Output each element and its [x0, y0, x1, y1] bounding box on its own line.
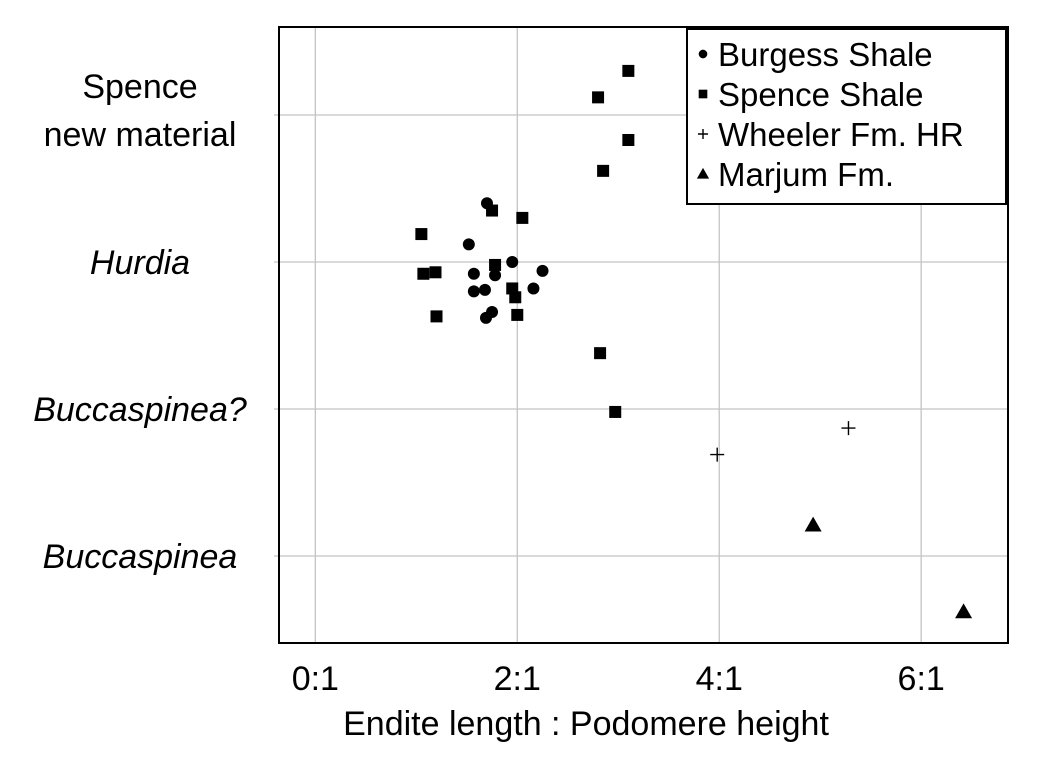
data-point	[955, 603, 973, 619]
data-point	[622, 64, 635, 77]
data-point	[511, 308, 524, 321]
data-point	[516, 211, 529, 224]
legend-box	[686, 28, 1007, 205]
data-point	[509, 291, 522, 304]
legend-marker	[696, 167, 710, 179]
legend-label: Spence Shale	[718, 76, 924, 113]
legend-item: Spence Shale	[698, 76, 924, 113]
legend-marker	[697, 128, 709, 140]
data-point	[417, 267, 430, 280]
data-point	[622, 133, 635, 146]
data-point	[489, 269, 502, 282]
data-point	[710, 447, 725, 462]
legend-item: Wheeler Fm. HR	[697, 116, 964, 153]
series-marjum-fm	[804, 516, 973, 619]
legend-marker	[698, 49, 708, 59]
legend-label: Marjum Fm.	[718, 156, 894, 193]
data-point	[536, 264, 549, 277]
x-axis-title: Endite length : Podomere height	[343, 705, 829, 743]
data-point	[462, 238, 475, 251]
legend-marker	[698, 89, 708, 99]
x-tick-label: 6:1	[898, 660, 945, 698]
data-point	[486, 204, 499, 217]
legend-item: Burgess Shale	[698, 36, 933, 73]
data-point	[489, 258, 502, 271]
data-point	[597, 164, 610, 177]
data-point	[467, 285, 480, 298]
x-tick-label: 0:1	[292, 660, 339, 698]
y-category-label: Buccaspinea?	[33, 391, 247, 429]
data-point	[430, 310, 443, 323]
x-tick-labels: 0:1 2:1 4:1 6:1	[292, 660, 945, 698]
data-point	[478, 283, 491, 296]
data-point	[429, 266, 442, 279]
data-point	[527, 282, 540, 295]
legend-item: Marjum Fm.	[696, 156, 894, 193]
data-point	[594, 347, 607, 360]
data-point	[506, 282, 519, 295]
data-point	[479, 311, 492, 324]
data-point	[592, 91, 605, 104]
legend-label: Burgess Shale	[718, 36, 933, 73]
legend-label: Wheeler Fm. HR	[718, 116, 964, 153]
series-wheeler-fm-hr	[710, 421, 856, 462]
data-point	[467, 267, 480, 280]
series-spence-shale	[415, 64, 635, 418]
data-point	[609, 405, 622, 418]
x-tick-label: 2:1	[494, 660, 541, 698]
y-category-label: Spence new material	[44, 68, 237, 154]
y-category-label: Buccaspinea	[43, 538, 238, 576]
data-point	[841, 421, 856, 436]
data-point	[506, 256, 519, 268]
y-category-label: Hurdia	[90, 244, 190, 282]
data-point	[415, 228, 428, 241]
data-point	[804, 516, 822, 532]
series-burgess-shale	[462, 197, 549, 324]
data-points	[415, 64, 973, 619]
x-tick-label: 4:1	[696, 660, 743, 698]
plot-frame	[278, 26, 1009, 644]
y-category-labels: Spence new material Hurdia Buccaspinea? Bucc…	[33, 68, 247, 576]
